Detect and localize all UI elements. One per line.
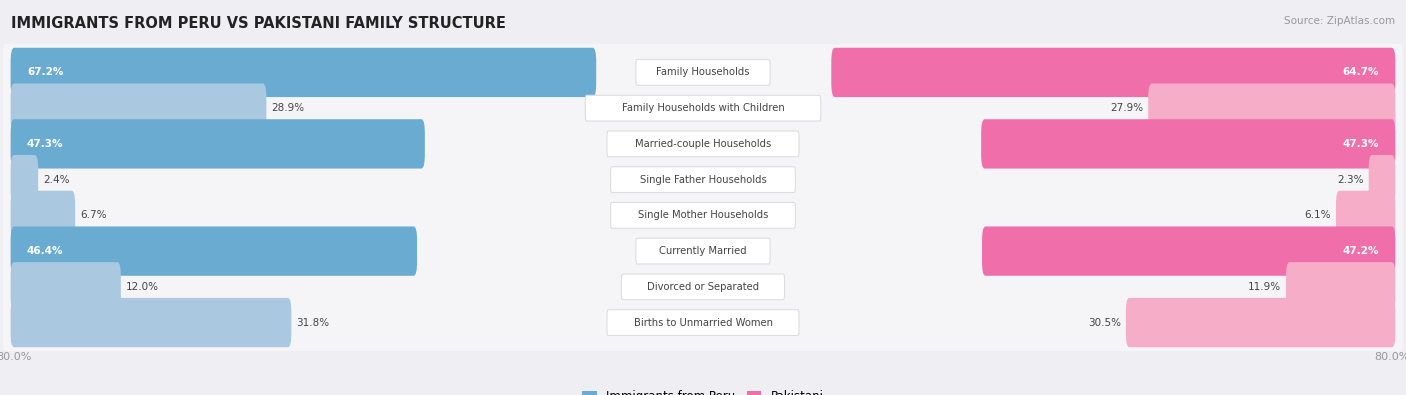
FancyBboxPatch shape (981, 226, 1395, 276)
FancyBboxPatch shape (610, 203, 796, 228)
Text: 30.5%: 30.5% (1088, 318, 1121, 327)
Text: 67.2%: 67.2% (27, 68, 63, 77)
FancyBboxPatch shape (3, 294, 1403, 351)
FancyBboxPatch shape (11, 226, 418, 276)
Text: 47.3%: 47.3% (1343, 139, 1379, 149)
FancyBboxPatch shape (607, 131, 799, 157)
FancyBboxPatch shape (11, 83, 266, 133)
Text: Single Father Households: Single Father Households (640, 175, 766, 184)
Text: 27.9%: 27.9% (1109, 103, 1143, 113)
Text: 64.7%: 64.7% (1343, 68, 1379, 77)
FancyBboxPatch shape (636, 238, 770, 264)
Text: 31.8%: 31.8% (297, 318, 329, 327)
Text: IMMIGRANTS FROM PERU VS PAKISTANI FAMILY STRUCTURE: IMMIGRANTS FROM PERU VS PAKISTANI FAMILY… (11, 16, 506, 31)
FancyBboxPatch shape (1336, 191, 1395, 240)
FancyBboxPatch shape (1368, 155, 1395, 204)
Text: 6.1%: 6.1% (1305, 211, 1331, 220)
Text: Married-couple Households: Married-couple Households (636, 139, 770, 149)
Text: 2.4%: 2.4% (44, 175, 70, 184)
FancyBboxPatch shape (3, 79, 1403, 137)
Text: 11.9%: 11.9% (1247, 282, 1281, 292)
Text: Births to Unmarried Women: Births to Unmarried Women (634, 318, 772, 327)
FancyBboxPatch shape (11, 298, 291, 347)
FancyBboxPatch shape (11, 191, 75, 240)
FancyBboxPatch shape (3, 115, 1403, 173)
FancyBboxPatch shape (636, 60, 770, 85)
Text: Single Mother Households: Single Mother Households (638, 211, 768, 220)
Text: Family Households with Children: Family Households with Children (621, 103, 785, 113)
FancyBboxPatch shape (610, 167, 796, 192)
FancyBboxPatch shape (11, 155, 38, 204)
FancyBboxPatch shape (11, 262, 121, 312)
FancyBboxPatch shape (3, 151, 1403, 208)
Legend: Immigrants from Peru, Pakistani: Immigrants from Peru, Pakistani (578, 385, 828, 395)
FancyBboxPatch shape (3, 187, 1403, 244)
FancyBboxPatch shape (3, 222, 1403, 280)
Text: 6.7%: 6.7% (80, 211, 107, 220)
FancyBboxPatch shape (607, 310, 799, 335)
Text: 47.3%: 47.3% (27, 139, 63, 149)
FancyBboxPatch shape (1149, 83, 1395, 133)
FancyBboxPatch shape (3, 44, 1403, 101)
FancyBboxPatch shape (981, 119, 1395, 169)
Text: 47.2%: 47.2% (1343, 246, 1379, 256)
FancyBboxPatch shape (1286, 262, 1395, 312)
FancyBboxPatch shape (1126, 298, 1395, 347)
FancyBboxPatch shape (3, 258, 1403, 316)
Text: Family Households: Family Households (657, 68, 749, 77)
Text: 46.4%: 46.4% (27, 246, 63, 256)
FancyBboxPatch shape (621, 274, 785, 300)
Text: Source: ZipAtlas.com: Source: ZipAtlas.com (1284, 16, 1395, 26)
Text: 2.3%: 2.3% (1337, 175, 1364, 184)
FancyBboxPatch shape (11, 119, 425, 169)
FancyBboxPatch shape (11, 48, 596, 97)
FancyBboxPatch shape (831, 48, 1395, 97)
FancyBboxPatch shape (585, 95, 821, 121)
Text: Divorced or Separated: Divorced or Separated (647, 282, 759, 292)
Text: 28.9%: 28.9% (271, 103, 305, 113)
Text: 12.0%: 12.0% (127, 282, 159, 292)
Text: Currently Married: Currently Married (659, 246, 747, 256)
